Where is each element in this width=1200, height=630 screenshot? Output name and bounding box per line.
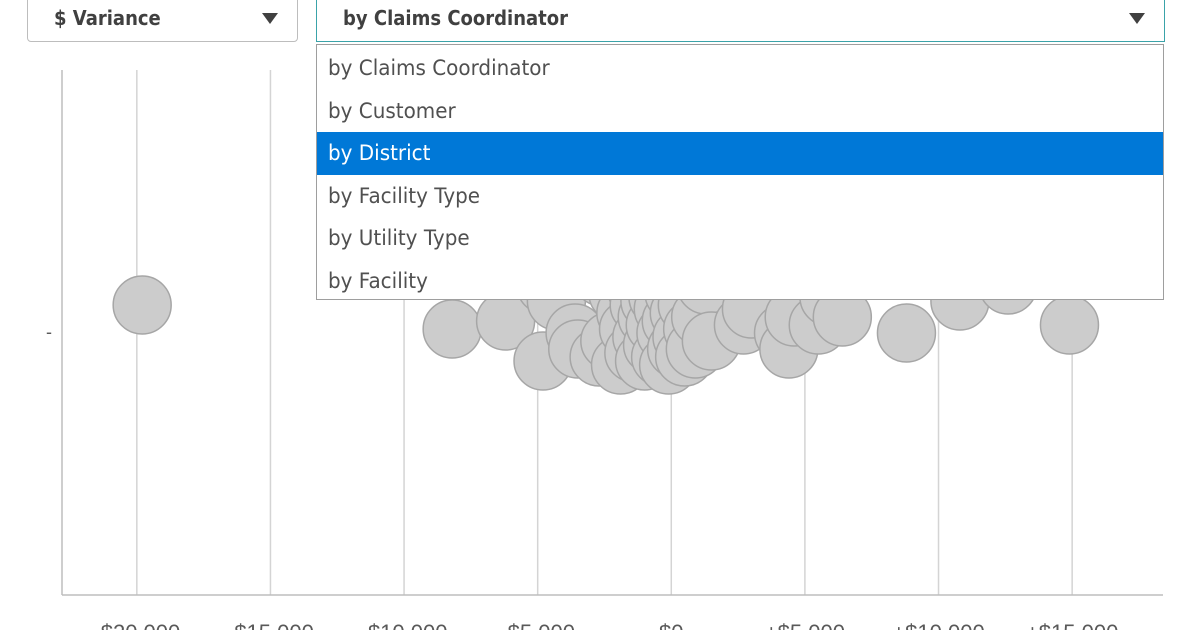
- data-point[interactable]: [422, 299, 482, 359]
- y-category-label: -: [46, 322, 52, 342]
- data-point[interactable]: [112, 275, 172, 335]
- measure-dropdown[interactable]: $ Variance: [27, 0, 298, 42]
- data-point[interactable]: [1039, 295, 1100, 355]
- dropdown-option-facility-type[interactable]: by Facility Type: [328, 183, 481, 208]
- dropdown-option-district[interactable]: by District: [317, 132, 1163, 175]
- dimension-dropdown[interactable]: by Claims Coordinator: [316, 0, 1165, 42]
- dropdown-option-utility-type[interactable]: by Utility Type: [328, 226, 470, 250]
- dropdown-option-claims-coordinator[interactable]: by Claims Coordinator: [328, 56, 550, 80]
- chart-axes: -: [46, 70, 1163, 596]
- x-tick-label: -$15,000: [227, 620, 314, 630]
- measure-dropdown-label: $ Variance: [54, 6, 161, 30]
- dropdown-option-facility[interactable]: by Facility: [328, 268, 428, 293]
- x-tick-label: -$10,000: [361, 620, 448, 630]
- caret-down-icon[interactable]: [1129, 13, 1145, 24]
- x-tick-label: +$15,000: [1026, 620, 1118, 630]
- data-point[interactable]: [876, 303, 937, 363]
- dropdown-option-customer[interactable]: by Customer: [328, 98, 456, 123]
- dimension-dropdown-label: by Claims Coordinator: [343, 6, 568, 30]
- x-tick-label: -$5,000: [500, 620, 575, 630]
- x-tick-label: +$10,000: [892, 620, 984, 630]
- x-tick-label: -$20,000: [93, 620, 180, 630]
- caret-down-icon[interactable]: [262, 13, 278, 24]
- x-tick-label: +$5,000: [765, 620, 845, 630]
- dimension-dropdown-list: by Claims Coordinator by Customer by Dis…: [316, 44, 1164, 300]
- x-tick-labels: -$20,000 -$15,000 -$10,000 -$5,000 $0 +$5,000…: [93, 620, 1118, 630]
- x-tick-label: $0: [659, 620, 683, 630]
